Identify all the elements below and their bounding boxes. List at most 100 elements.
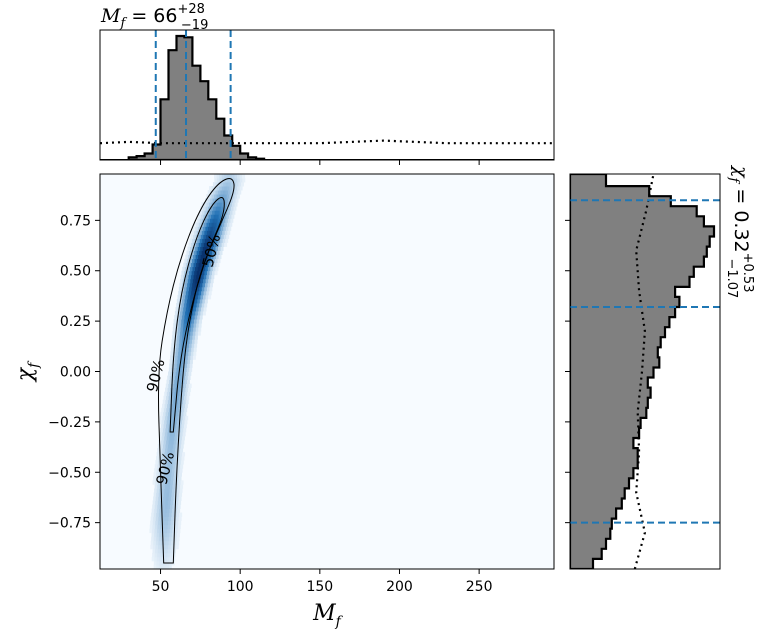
density-cell bbox=[164, 484, 168, 489]
density-cell bbox=[149, 528, 153, 534]
density-cell bbox=[184, 379, 188, 384]
density-cell bbox=[178, 500, 182, 505]
density-cell bbox=[191, 319, 195, 324]
density-cell bbox=[239, 174, 243, 179]
density-cell bbox=[194, 282, 198, 288]
density-cell bbox=[190, 351, 194, 356]
density-cell bbox=[228, 182, 232, 187]
density-cell bbox=[201, 230, 205, 235]
density-cell bbox=[186, 286, 190, 292]
density-cell bbox=[174, 403, 178, 409]
y-tick-label: −0.50 bbox=[48, 465, 91, 481]
density-cell bbox=[211, 214, 214, 219]
density-cell bbox=[211, 274, 215, 280]
density-cell bbox=[192, 266, 196, 272]
density-cell bbox=[166, 512, 170, 517]
density-cell bbox=[160, 544, 164, 550]
density-cell bbox=[224, 178, 228, 183]
density-cell bbox=[182, 403, 186, 409]
density-cell bbox=[231, 194, 235, 199]
density-cell bbox=[166, 508, 170, 513]
density-cell bbox=[185, 327, 189, 332]
density-cell bbox=[182, 431, 186, 437]
density-cell bbox=[166, 407, 170, 413]
density-cell bbox=[187, 282, 191, 288]
density-cell bbox=[193, 242, 197, 247]
density-cell bbox=[177, 311, 181, 316]
density-cell bbox=[219, 250, 223, 256]
density-cell bbox=[218, 214, 222, 219]
density-cell bbox=[172, 448, 176, 453]
density-cell bbox=[185, 274, 189, 280]
density-cell bbox=[157, 464, 161, 469]
density-cell bbox=[187, 359, 191, 364]
density-cell bbox=[186, 343, 190, 348]
density-cell bbox=[194, 335, 198, 340]
density-cell bbox=[175, 327, 179, 332]
density-cell bbox=[214, 174, 218, 179]
density-cell bbox=[170, 347, 174, 352]
density-cell bbox=[212, 258, 216, 264]
y-tick-label: −0.75 bbox=[48, 516, 91, 532]
density-cell bbox=[220, 238, 224, 243]
density-cell bbox=[168, 395, 172, 401]
density-cell bbox=[180, 444, 184, 449]
density-cell bbox=[190, 262, 194, 268]
density-cell bbox=[199, 302, 203, 308]
density-cell bbox=[169, 415, 173, 421]
density-cell bbox=[205, 254, 209, 260]
density-cell bbox=[163, 512, 167, 517]
density-cell bbox=[187, 294, 191, 300]
density-cell bbox=[210, 254, 214, 260]
density-cell bbox=[209, 258, 213, 264]
density-cell bbox=[173, 371, 177, 376]
density-cell bbox=[197, 331, 201, 336]
density-cell bbox=[170, 500, 174, 505]
density-cell bbox=[168, 440, 172, 445]
density-cell bbox=[215, 246, 219, 251]
density-cell bbox=[173, 383, 177, 389]
density-cell bbox=[162, 528, 166, 534]
density-cell bbox=[183, 423, 187, 429]
density-cell bbox=[226, 174, 230, 179]
density-cell bbox=[159, 508, 163, 513]
density-cell bbox=[202, 311, 206, 316]
density-cell bbox=[169, 528, 173, 534]
density-cell bbox=[177, 532, 180, 538]
density-cell bbox=[216, 214, 220, 219]
density-cell bbox=[225, 198, 229, 203]
density-cell bbox=[212, 266, 216, 272]
density-cell bbox=[237, 178, 241, 183]
density-cell bbox=[200, 234, 204, 239]
density-cell bbox=[178, 444, 182, 449]
density-cell bbox=[168, 444, 171, 449]
density-cell bbox=[152, 504, 156, 509]
density-cell bbox=[181, 456, 185, 461]
density-cell bbox=[169, 508, 173, 513]
density-cell bbox=[230, 182, 234, 187]
density-cell bbox=[187, 363, 191, 368]
density-cell bbox=[166, 395, 170, 401]
density-cell bbox=[169, 391, 173, 397]
density-cell bbox=[193, 254, 196, 260]
density-cell bbox=[187, 278, 191, 284]
density-cell bbox=[176, 516, 180, 522]
density-cell bbox=[183, 307, 187, 312]
density-cell bbox=[160, 444, 164, 449]
density-cell bbox=[172, 335, 175, 340]
density-cell bbox=[174, 528, 178, 534]
density-cell bbox=[159, 419, 162, 425]
density-cell bbox=[158, 492, 162, 497]
density-cell bbox=[189, 335, 193, 340]
density-cell bbox=[187, 298, 191, 304]
density-cell bbox=[184, 403, 188, 409]
density-cell bbox=[211, 250, 215, 256]
density-cell bbox=[214, 258, 218, 264]
density-cell bbox=[212, 210, 216, 215]
density-cell bbox=[211, 230, 215, 235]
density-cell bbox=[197, 238, 201, 243]
density-cell bbox=[191, 250, 195, 256]
density-cell bbox=[178, 290, 182, 296]
density-cell bbox=[178, 423, 182, 429]
density-cell bbox=[162, 431, 166, 437]
